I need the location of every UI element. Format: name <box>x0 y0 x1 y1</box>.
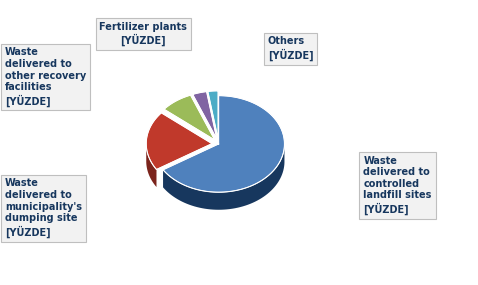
Polygon shape <box>146 144 156 187</box>
Text: Others
[YÜZDE]: Others [YÜZDE] <box>268 36 313 61</box>
Text: Waste
delivered to
municipality's
dumping site
[YÜZDE]: Waste delivered to municipality's dumpin… <box>5 178 82 238</box>
Polygon shape <box>193 91 217 139</box>
Polygon shape <box>163 96 284 192</box>
Polygon shape <box>146 113 212 170</box>
Polygon shape <box>164 95 215 140</box>
Polygon shape <box>208 91 218 139</box>
Text: Waste
delivered to
other recovery
facilities
[YÜZDE]: Waste delivered to other recovery facili… <box>5 47 86 107</box>
Text: Waste
delivered to
controlled
landfill sites
[YÜZDE]: Waste delivered to controlled landfill s… <box>363 156 432 215</box>
Polygon shape <box>163 145 284 210</box>
Text: Fertilizer plants
[YÜZDE]: Fertilizer plants [YÜZDE] <box>99 22 187 46</box>
